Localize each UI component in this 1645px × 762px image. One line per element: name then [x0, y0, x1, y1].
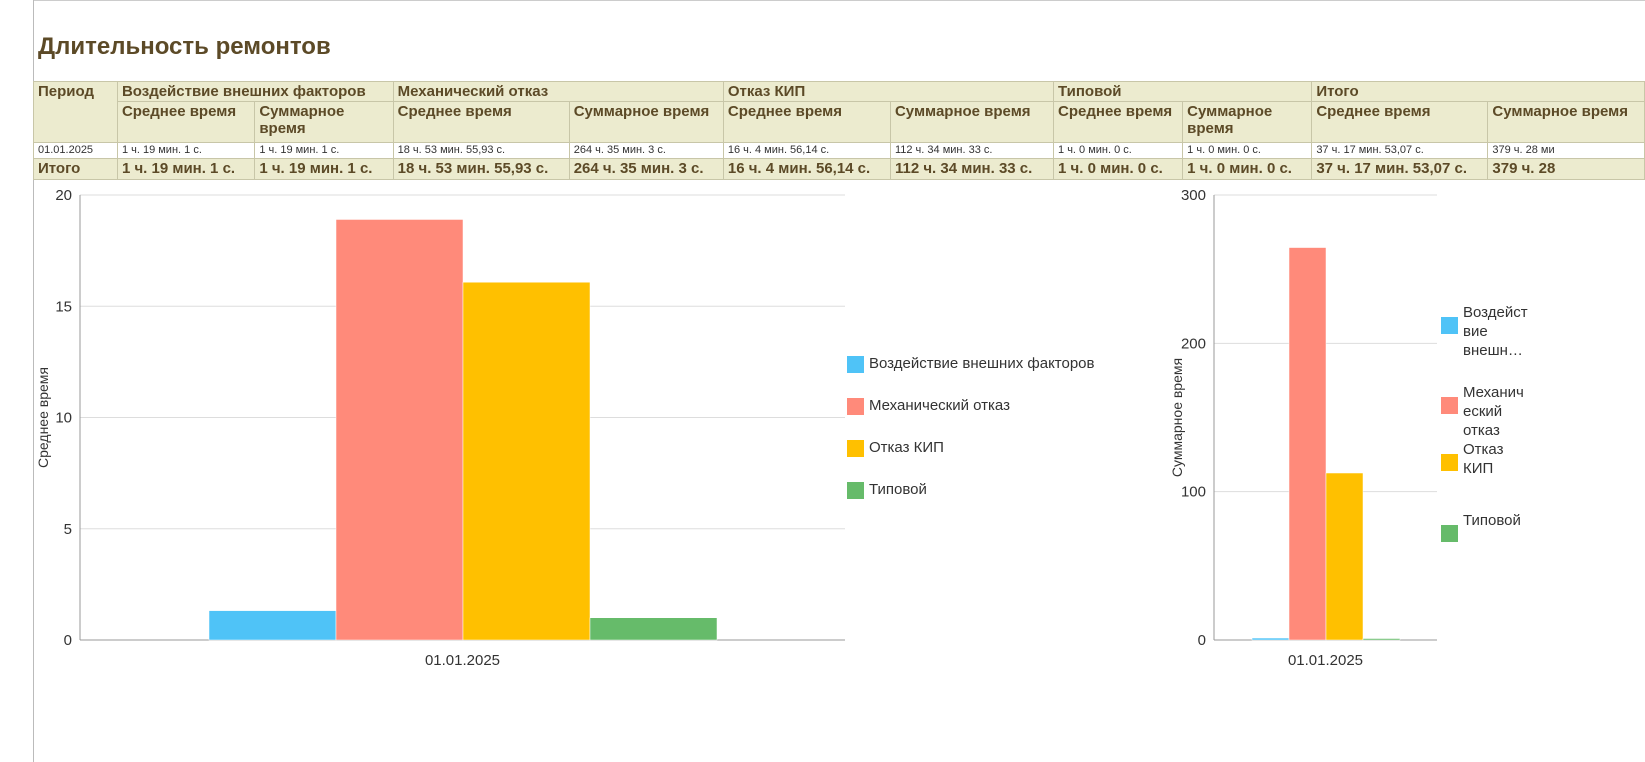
cell-total: 1 ч. 0 мин. 0 с.	[1053, 158, 1184, 180]
legend-swatch	[1441, 525, 1458, 542]
cell-value: 1 ч. 0 мин. 0 с.	[1053, 142, 1184, 159]
cell-value: 112 ч. 34 мин. 33 с.	[889, 142, 1055, 159]
y-tick-label: 20	[55, 187, 72, 204]
frame-left	[33, 0, 34, 762]
cell-value: 37 ч. 17 мин. 53,07 с.	[1311, 142, 1489, 159]
y-axis-title: Среднее время	[35, 367, 51, 468]
page-title: Длительность ремонтов	[38, 33, 331, 60]
y-axis-title: Суммарное время	[1169, 358, 1185, 477]
cell-total: 379 ч. 28	[1487, 158, 1645, 180]
legend-label: Типовой	[869, 481, 927, 498]
header-sub: Среднее время	[116, 101, 256, 143]
legend-swatch	[847, 482, 864, 499]
header-group: Механический отказ	[392, 81, 724, 102]
total-row: Итого 1 ч. 19 мин. 1 с. 1 ч. 19 мин. 1 с. 1…	[33, 158, 1645, 180]
legend-swatch	[847, 398, 864, 415]
cell-value: 379 ч. 28 ми	[1487, 142, 1645, 159]
header-sub: Среднее время	[1311, 101, 1489, 143]
cell-value: 16 ч. 4 мин. 56,14 с.	[722, 142, 891, 159]
y-tick-label: 10	[55, 410, 72, 427]
table-row[interactable]: 01.01.2025 1 ч. 19 мин. 1 с. 1 ч. 19 мин. …	[33, 142, 1645, 159]
bar-2[interactable]	[1325, 472, 1364, 641]
cell-total: 112 ч. 34 мин. 33 с.	[889, 158, 1055, 180]
bar-0[interactable]	[208, 610, 337, 641]
cell-value: 1 ч. 19 мин. 1 с.	[254, 142, 394, 159]
legend-label: Отказ КИП	[869, 439, 944, 456]
legend-item[interactable]: Типовой	[847, 481, 1117, 499]
y-tick-label: 100	[1181, 484, 1206, 501]
header-sub: Среднее время	[722, 101, 891, 143]
bar-0[interactable]	[1251, 637, 1290, 641]
cell-total: 37 ч. 17 мин. 53,07 с.	[1311, 158, 1489, 180]
legend-item[interactable]: Механический отказ	[847, 397, 1117, 415]
legend-item[interactable]: Типовой	[1441, 511, 1521, 542]
legend-item[interactable]: Воздейст вие внешн…	[1441, 303, 1528, 360]
bar-1[interactable]	[335, 219, 464, 641]
cell-total: 1 ч. 19 мин. 1 с.	[254, 158, 394, 180]
legend-swatch	[1441, 454, 1458, 471]
legend-label: Механический отказ	[869, 397, 1010, 414]
cell-total: 1 ч. 19 мин. 1 с.	[116, 158, 256, 180]
bar-3[interactable]	[1362, 638, 1401, 641]
legend-label: Воздейст вие внешн…	[1463, 304, 1528, 359]
bar-2[interactable]	[462, 281, 591, 641]
header-sub: Суммарное время	[1182, 101, 1313, 143]
report-table: Период Воздействие внешних факторов Меха…	[33, 81, 1645, 180]
legend-swatch	[1441, 397, 1458, 414]
frame-top	[33, 0, 1645, 1]
legend-item[interactable]: Отказ КИП	[1441, 440, 1521, 478]
header-row-sub: Среднее время Суммарное время Среднее врем…	[34, 101, 1645, 143]
bar-1[interactable]	[1288, 247, 1327, 641]
header-sub: Суммарное время	[254, 101, 394, 143]
header-group: Итого	[1311, 81, 1645, 102]
cell-value: 264 ч. 35 мин. 3 с.	[568, 142, 724, 159]
y-tick-label: 15	[55, 298, 72, 315]
header-period: Период	[33, 81, 118, 143]
cell-value: 1 ч. 0 мин. 0 с.	[1182, 142, 1313, 159]
legend-label: Отказ КИП	[1463, 441, 1504, 477]
legend-swatch	[847, 356, 864, 373]
header-row-groups: Период Воздействие внешних факторов Меха…	[33, 81, 1645, 143]
legend-label: Типовой	[1463, 512, 1521, 529]
header-sub: Суммарное время	[889, 101, 1055, 143]
x-tick-label: 01.01.2025	[1288, 652, 1363, 669]
cell-value: 1 ч. 19 мин. 1 с.	[116, 142, 256, 159]
cell-total: 1 ч. 0 мин. 0 с.	[1182, 158, 1313, 180]
header-sub: Суммарное время	[568, 101, 724, 143]
x-tick-label: 01.01.2025	[425, 652, 500, 669]
legend-item[interactable]: Механич еский отказ	[1441, 383, 1524, 440]
legend-label: Воздействие внешних факторов	[869, 355, 1095, 372]
legend-label: Механич еский отказ	[1463, 384, 1524, 439]
y-tick-label: 0	[64, 632, 72, 649]
y-tick-label: 200	[1181, 335, 1206, 352]
average-time-chart: 0 5 10 15 20 Среднее время 01.01.2025 Воздейств…	[0, 185, 1130, 685]
cell-value: 18 ч. 53 мин. 55,93 с.	[392, 142, 570, 159]
y-tick-label: 0	[1198, 632, 1206, 649]
legend-swatch	[1441, 317, 1458, 334]
cell-total: 18 ч. 53 мин. 55,93 с.	[392, 158, 570, 180]
header-sub: Суммарное время	[1487, 101, 1645, 143]
legend-swatch	[847, 440, 864, 457]
header-group: Отказ КИП	[722, 81, 1055, 102]
bar-3[interactable]	[589, 617, 718, 641]
legend-item[interactable]: Отказ КИП	[847, 439, 1117, 457]
legend-item[interactable]: Воздействие внешних факторов	[847, 355, 1117, 373]
y-tick-label: 300	[1181, 187, 1206, 204]
y-tick-label: 5	[64, 521, 72, 538]
header-group: Типовой	[1053, 81, 1313, 102]
cell-total: 264 ч. 35 мин. 3 с.	[568, 158, 724, 180]
header-group: Воздействие внешних факторов	[116, 81, 394, 102]
cell-total: 16 ч. 4 мин. 56,14 с.	[722, 158, 891, 180]
cell-total-label: Итого	[33, 158, 118, 180]
total-time-chart: 0 100 200 300 Суммарное время 01.01.2025 Возде…	[1130, 185, 1645, 685]
cell-period: 01.01.2025	[33, 142, 118, 159]
header-sub: Среднее время	[392, 101, 570, 143]
header-sub: Среднее время	[1053, 101, 1184, 143]
